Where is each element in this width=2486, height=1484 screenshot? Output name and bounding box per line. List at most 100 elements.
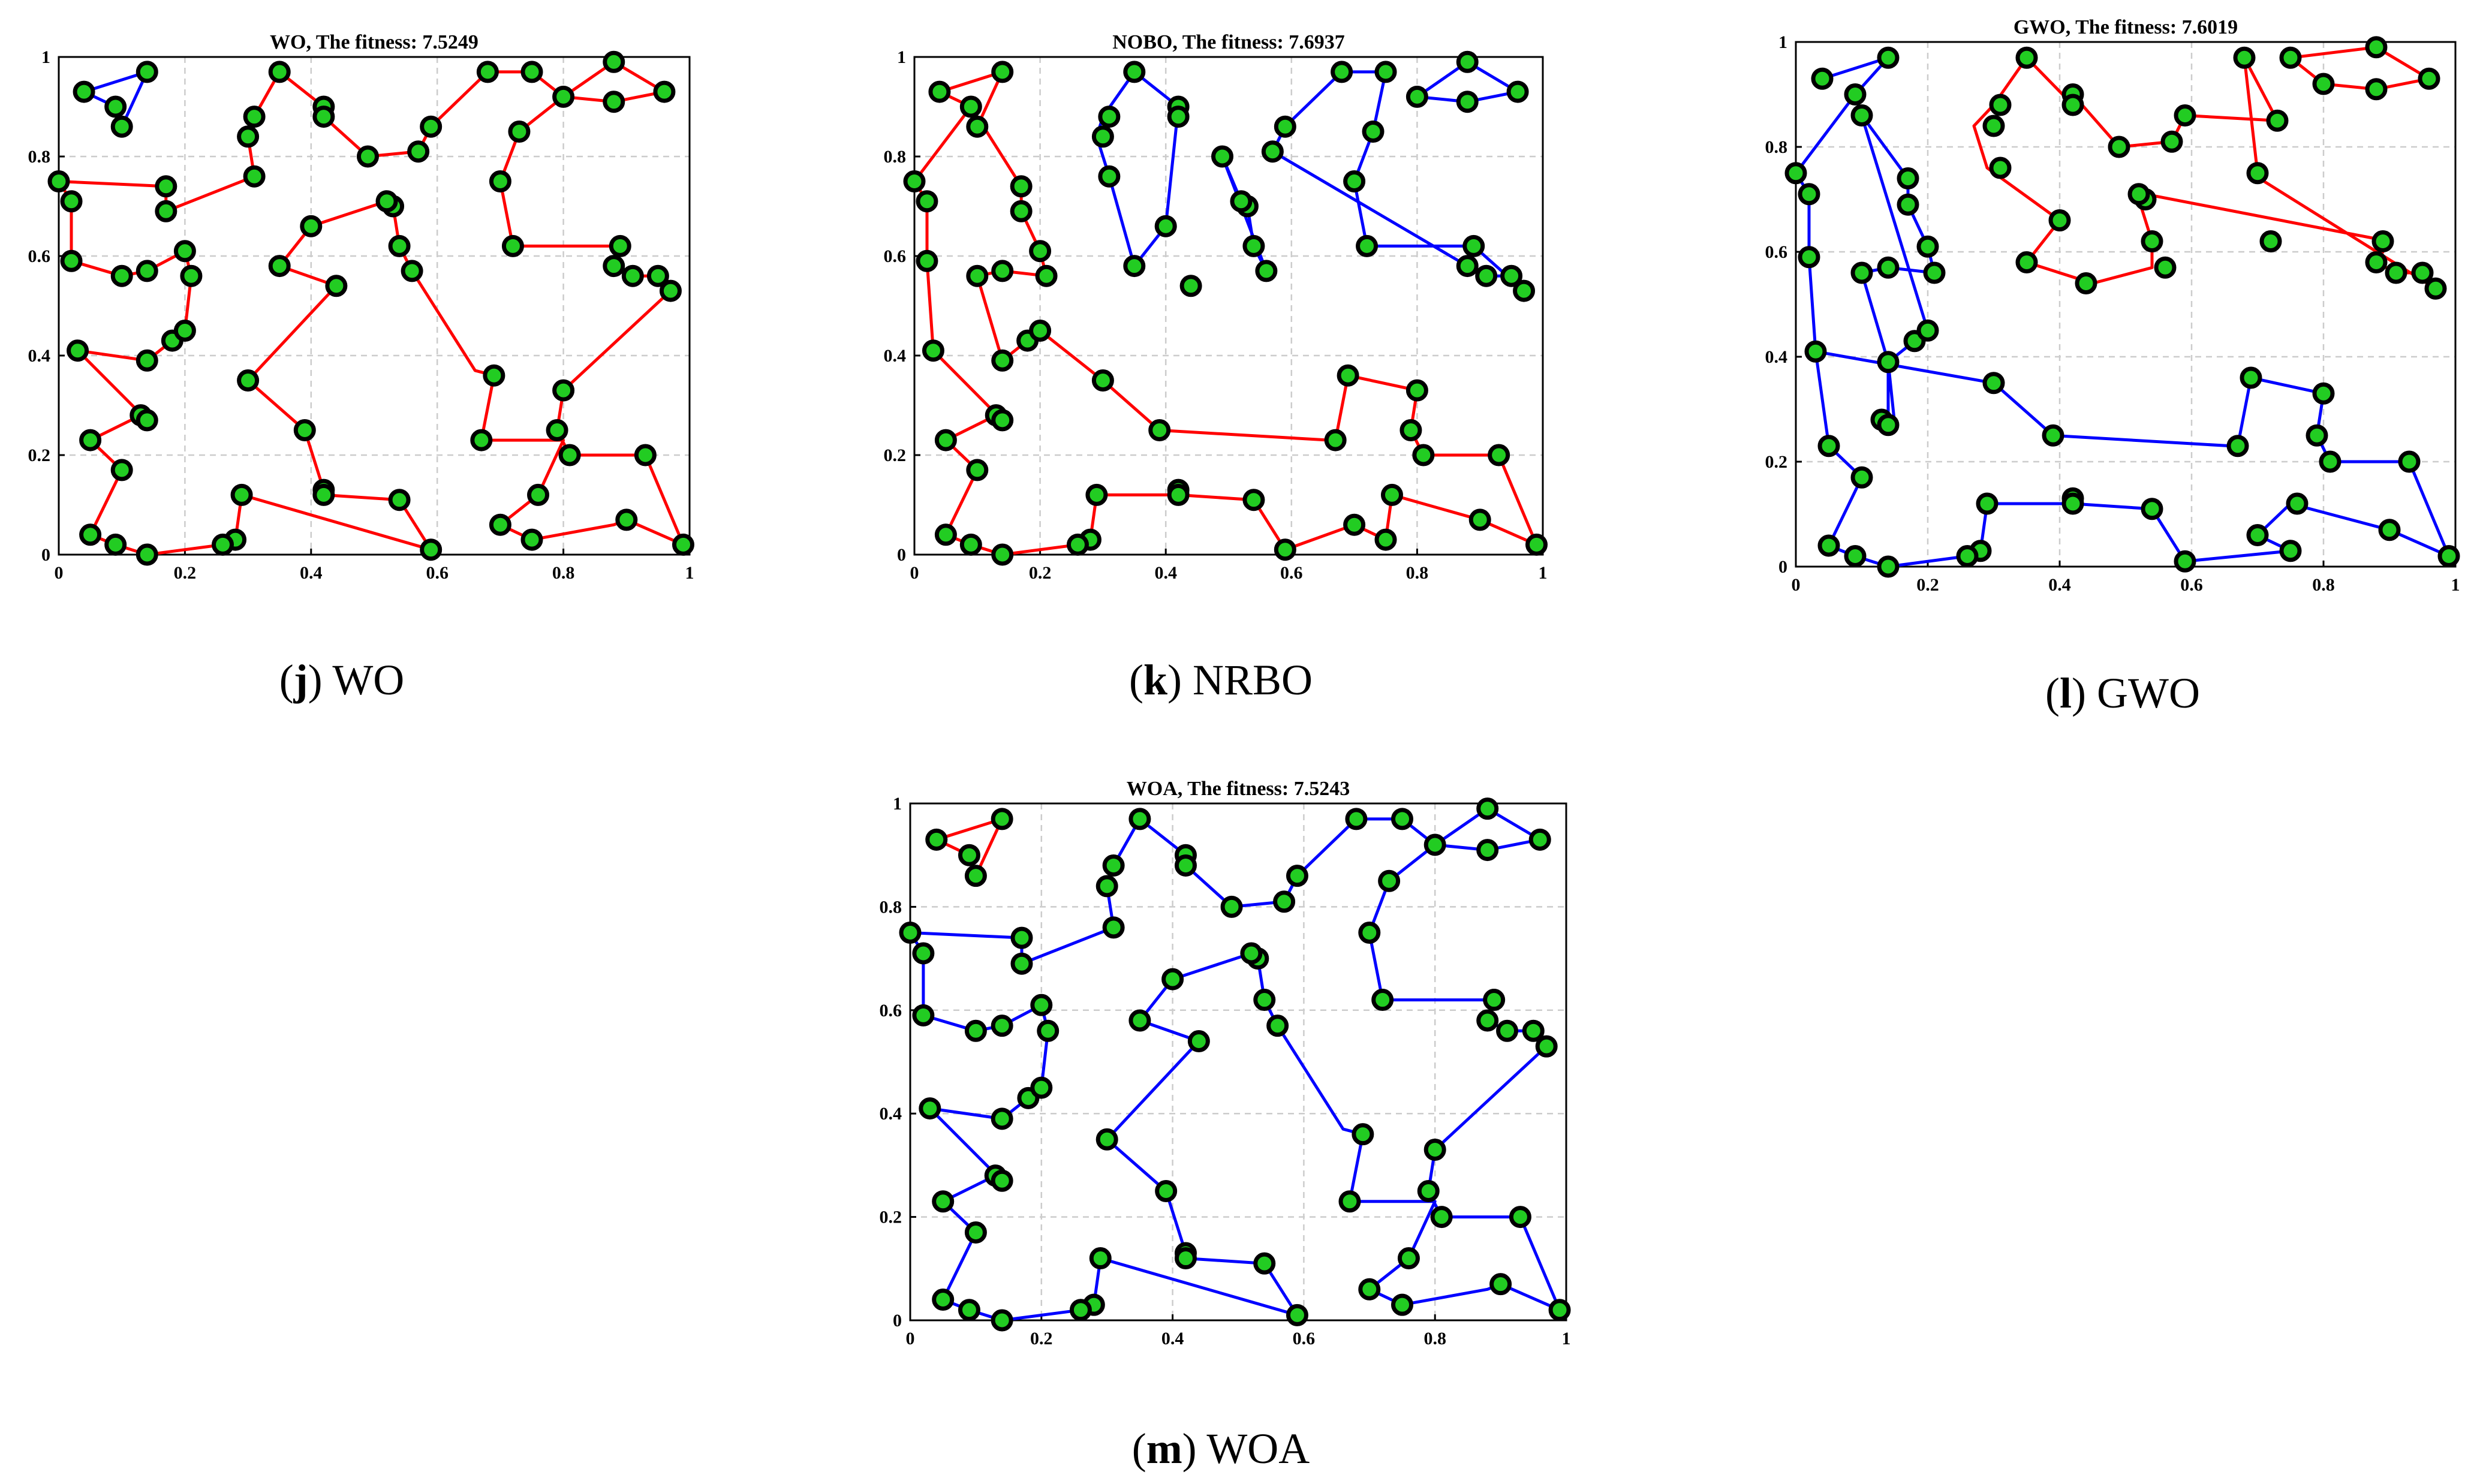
city-point bbox=[1343, 170, 1366, 192]
city-point bbox=[991, 808, 1013, 830]
city-point bbox=[991, 61, 1014, 83]
city-point bbox=[110, 115, 133, 138]
plot-panel-k: 0 0.2 0.4 0.6 0.8 1 0 0.2 0.4 0.6 0.8 1 NOBO, The fi… bbox=[884, 31, 1548, 704]
city-point bbox=[2279, 46, 2302, 69]
city-point bbox=[1982, 115, 2005, 137]
city-point bbox=[1358, 1278, 1381, 1301]
city-point bbox=[1476, 797, 1499, 820]
x-tick-label: 0 bbox=[906, 1329, 915, 1348]
city-point bbox=[388, 489, 411, 511]
chart-title: WO, The fitness: 7.5249 bbox=[270, 31, 478, 53]
x-tick-label: 0.8 bbox=[1406, 563, 1429, 583]
x-tick-label: 0 bbox=[910, 563, 919, 583]
x-tick-label: 0 bbox=[55, 563, 64, 583]
city-point bbox=[2048, 209, 2071, 231]
city-point bbox=[932, 1289, 955, 1311]
city-point bbox=[1476, 1009, 1499, 1032]
y-tick-label: 0.2 bbox=[884, 445, 907, 465]
city-point bbox=[1069, 1299, 1092, 1322]
city-point bbox=[110, 264, 133, 287]
city-point bbox=[1456, 255, 1479, 278]
city-point bbox=[173, 320, 196, 342]
city-point bbox=[2411, 261, 2434, 284]
city-point bbox=[991, 349, 1014, 372]
city-point bbox=[1982, 372, 2005, 395]
city-point bbox=[230, 483, 253, 506]
city-point bbox=[237, 125, 260, 148]
city-point bbox=[2061, 492, 2084, 515]
city-point bbox=[1091, 125, 1114, 148]
x-tick-label: 1 bbox=[685, 563, 694, 583]
city-point bbox=[1496, 1019, 1519, 1042]
city-point bbox=[1161, 968, 1184, 991]
city-point bbox=[653, 80, 676, 103]
city-point bbox=[1154, 215, 1177, 237]
panel-caption: (l) GWO bbox=[2045, 669, 2200, 717]
city-point bbox=[2141, 498, 2163, 520]
y-tick-label: 0 bbox=[41, 545, 50, 565]
city-point bbox=[1956, 545, 1979, 567]
y-tick-label: 0.8 bbox=[880, 897, 902, 917]
city-point bbox=[2312, 382, 2335, 405]
city-point bbox=[558, 444, 581, 466]
city-point bbox=[136, 260, 158, 282]
y-tick-label: 1 bbox=[893, 794, 902, 814]
city-point bbox=[1897, 193, 1919, 216]
panel-caption: (j) WO bbox=[279, 656, 405, 704]
city-point bbox=[1240, 942, 1263, 965]
city-point bbox=[1230, 190, 1253, 213]
city-point bbox=[903, 170, 926, 192]
y-tick-label: 0.4 bbox=[880, 1104, 902, 1124]
x-tick-label: 0.6 bbox=[2180, 575, 2203, 595]
city-point bbox=[1167, 106, 1190, 128]
city-point bbox=[1085, 483, 1108, 506]
city-point bbox=[1174, 854, 1197, 877]
city-point bbox=[1352, 1123, 1374, 1146]
city-point bbox=[1155, 1180, 1178, 1202]
city-point bbox=[2437, 545, 2460, 567]
city-point bbox=[1784, 162, 1807, 185]
caption-paren-open: ( bbox=[1132, 1425, 1146, 1473]
city-point bbox=[1095, 875, 1118, 898]
city-point bbox=[1274, 538, 1296, 561]
caption-letter: l bbox=[2060, 669, 2072, 717]
axes-frame bbox=[1795, 41, 2457, 568]
city-point bbox=[1817, 534, 1840, 557]
city-point bbox=[1220, 895, 1243, 918]
city-point bbox=[173, 240, 196, 263]
route-line bbox=[1271, 70, 1526, 293]
city-point bbox=[1850, 104, 1873, 127]
city-point bbox=[2424, 277, 2447, 300]
city-point bbox=[1337, 364, 1359, 387]
city-point bbox=[2365, 36, 2388, 59]
x-tick-label: 0.2 bbox=[174, 563, 197, 583]
city-point bbox=[2174, 104, 2196, 127]
x-tick-label: 0.6 bbox=[1280, 563, 1303, 583]
city-point bbox=[1174, 1247, 1197, 1270]
city-point bbox=[300, 215, 323, 237]
x-tick-label: 0.4 bbox=[1161, 1329, 1184, 1348]
city-point bbox=[1029, 320, 1052, 342]
x-tick-label: 0.6 bbox=[1293, 1329, 1316, 1348]
city-point bbox=[1035, 264, 1058, 287]
x-tick-label: 0.2 bbox=[1030, 1329, 1053, 1348]
city-point bbox=[1242, 234, 1265, 257]
city-point bbox=[1274, 115, 1296, 138]
city-point bbox=[1030, 1076, 1053, 1099]
city-point bbox=[991, 1015, 1013, 1037]
city-point bbox=[1488, 444, 1510, 466]
city-point bbox=[1897, 167, 1919, 189]
city-point bbox=[2279, 540, 2302, 562]
city-point bbox=[646, 264, 669, 287]
city-point bbox=[991, 409, 1014, 432]
city-point bbox=[136, 61, 158, 83]
city-point bbox=[925, 828, 948, 851]
city-point bbox=[1989, 94, 2012, 116]
x-tick-label: 1 bbox=[1539, 563, 1548, 583]
city-point bbox=[1391, 808, 1413, 830]
city-point bbox=[1850, 466, 1873, 489]
city-point bbox=[991, 1309, 1013, 1332]
city-point bbox=[1261, 140, 1284, 163]
y-tick-label: 0.8 bbox=[1765, 137, 1788, 157]
